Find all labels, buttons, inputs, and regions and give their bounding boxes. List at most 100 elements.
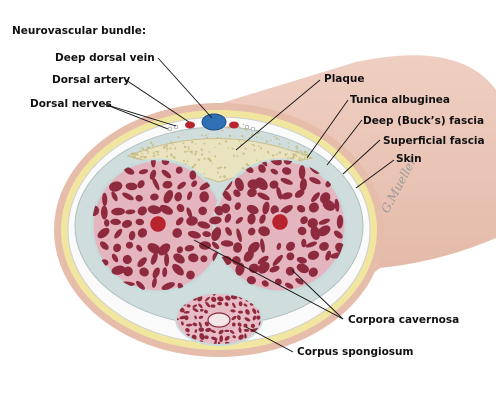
sinusoid-space <box>308 202 319 213</box>
plaque-grain <box>200 134 203 137</box>
sinusoid-space <box>243 250 254 262</box>
sinusoid-space <box>213 340 217 344</box>
plaque-grain <box>140 147 142 149</box>
sinusoid-space <box>262 201 270 215</box>
sinusoid-space <box>245 309 250 315</box>
sinusoid-space <box>218 329 224 335</box>
sinusoid-space <box>137 228 148 238</box>
sinusoid-space <box>294 189 305 198</box>
sinusoid-space <box>136 244 143 252</box>
sinusoid-space <box>243 303 248 307</box>
sinusoid-space <box>102 192 108 207</box>
plaque-grain <box>172 155 175 158</box>
plaque-grain <box>242 152 245 155</box>
plaque-grain <box>292 155 295 159</box>
sinusoid-space <box>311 192 320 203</box>
plaque-grain <box>221 129 224 132</box>
sinusoid-space <box>158 243 171 256</box>
sinusoid-space <box>308 267 318 277</box>
plaque-grain <box>270 139 272 142</box>
plaque-grain <box>297 151 300 153</box>
sinusoid-space <box>243 323 248 328</box>
sinusoid-space <box>192 307 199 313</box>
sinusoid-space <box>236 228 242 243</box>
sinusoid-space <box>136 280 145 290</box>
plaque-grain <box>297 158 300 161</box>
sinusoid-space <box>237 322 242 327</box>
plaque-grain <box>133 156 137 159</box>
sinusoid-space <box>194 315 197 320</box>
sinusoid-space <box>204 321 209 327</box>
sinusoid-space <box>211 227 222 242</box>
plaque-grain <box>303 158 305 160</box>
sinusoid-space <box>250 323 256 328</box>
plaque-grain <box>201 153 204 156</box>
sinusoid-space <box>224 302 229 307</box>
sinusoid-space <box>252 315 257 321</box>
sinusoid-space <box>220 203 231 214</box>
sinusoid-space <box>272 254 283 266</box>
label-dorsal-artery: Dorsal artery <box>52 74 130 86</box>
sinusoid-space <box>219 335 224 343</box>
sinusoid-space <box>305 241 318 248</box>
sinusoid-space <box>238 327 242 333</box>
sinusoid-space <box>260 238 265 253</box>
sinusoids-right <box>220 160 346 289</box>
plaque-grain <box>155 150 157 153</box>
sinusoid-space <box>113 243 122 253</box>
plaque-grain <box>150 141 153 144</box>
sinusoid-space <box>298 165 306 180</box>
sinusoid-space <box>185 328 190 333</box>
sinusoid-space <box>161 169 172 179</box>
sinusoid-space <box>186 270 195 280</box>
sinusoid-space <box>124 167 135 175</box>
plaque-grain <box>157 153 159 156</box>
sinusoid-space <box>192 304 198 308</box>
sinusoid-space <box>135 218 145 226</box>
sinusoid-space <box>150 193 159 201</box>
plaque-grain <box>278 143 281 146</box>
sinusoid-space <box>122 254 132 265</box>
sinusoid-space <box>138 169 149 175</box>
plaque-grain <box>248 136 250 139</box>
sinusoid-space <box>181 321 184 326</box>
plaque-grain <box>207 133 209 135</box>
sinusoid-space <box>276 186 283 200</box>
sinusoid-space <box>299 178 307 192</box>
sinusoid-space <box>189 170 197 180</box>
sinusoid-space <box>230 309 236 313</box>
sinusoid-space <box>285 266 295 276</box>
sinusoid-space <box>319 241 329 251</box>
plaque-grain <box>174 147 177 150</box>
sinusoid-space <box>246 276 256 285</box>
plaque-grain <box>242 123 245 126</box>
plaque-grain <box>197 158 200 161</box>
plaque-grain <box>145 149 148 152</box>
sinusoid-space <box>317 225 331 237</box>
sinusoid-space <box>217 301 223 306</box>
sinusoid-space <box>183 310 190 314</box>
plaque-grain <box>191 153 193 155</box>
sinusoid-space <box>310 226 321 240</box>
sinusoid-space <box>225 295 231 301</box>
sinusoid-space <box>270 205 279 215</box>
plaque-grain <box>173 157 176 160</box>
plaque-grain <box>286 152 289 155</box>
sinusoid-space <box>296 204 306 213</box>
plaque-grain <box>171 155 173 157</box>
plaque-grain <box>200 148 203 151</box>
sinusoid-space <box>123 266 133 277</box>
plaque-grain <box>298 157 301 159</box>
sinusoid-space <box>99 241 109 250</box>
sinusoid-space <box>125 209 136 215</box>
sinusoid-space <box>137 180 145 189</box>
label-corpus-spongiosum: Corpus spongiosum <box>297 346 414 358</box>
plaque-grain <box>255 159 258 162</box>
plaque-grain <box>272 154 275 157</box>
sinusoid-space <box>176 246 184 254</box>
sinusoid-space <box>295 278 304 285</box>
plaque-grain <box>251 143 254 146</box>
sinusoid-space <box>185 323 193 327</box>
plaque-grain <box>209 159 212 162</box>
sinusoid-space <box>151 277 157 288</box>
